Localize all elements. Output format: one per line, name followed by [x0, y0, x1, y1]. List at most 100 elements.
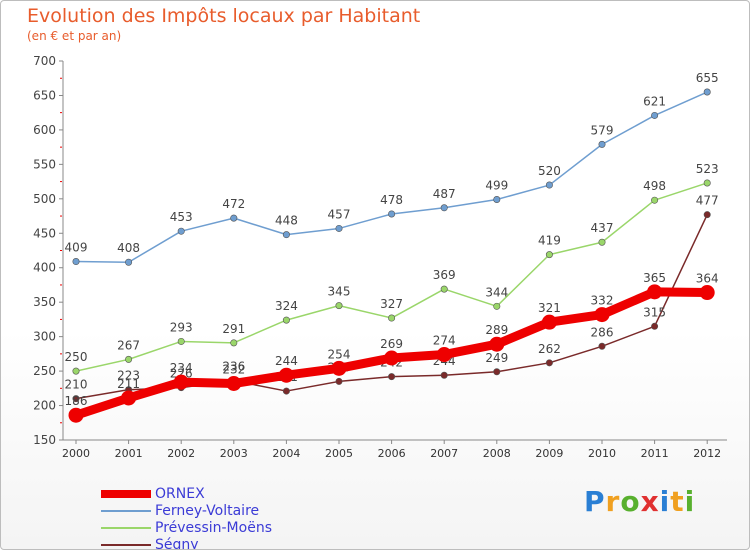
data-point	[594, 307, 610, 323]
data-point	[177, 337, 185, 345]
data-label: 232	[222, 362, 245, 376]
data-label: 315	[643, 305, 666, 319]
data-point	[545, 359, 553, 367]
x-tick-label: 2012	[693, 447, 721, 460]
y-tick-label: 450	[33, 226, 56, 240]
legend-label: Prévessin-Moëns	[155, 520, 272, 536]
data-label: 520	[538, 164, 561, 178]
data-point	[545, 181, 553, 189]
data-point	[335, 302, 343, 310]
x-tick-label: 2001	[115, 447, 143, 460]
x-tick-label: 2003	[220, 447, 248, 460]
y-tick-label: 400	[33, 261, 56, 275]
data-point	[335, 224, 343, 232]
legend-swatch	[101, 490, 151, 498]
data-point	[651, 196, 659, 204]
data-label: 293	[170, 320, 193, 334]
data-point	[125, 258, 133, 266]
data-point	[436, 347, 452, 363]
data-point	[177, 227, 185, 235]
data-point	[331, 360, 347, 376]
data-label: 254	[328, 347, 351, 361]
data-label: 344	[485, 285, 508, 299]
data-label: 345	[328, 285, 351, 299]
data-label: 365	[643, 271, 666, 285]
y-tick-label: 250	[33, 364, 56, 378]
data-label: 324	[275, 299, 298, 313]
data-label: 487	[433, 187, 456, 201]
data-label: 655	[696, 71, 719, 85]
x-tick-label: 2010	[588, 447, 616, 460]
x-tick-label: 2002	[167, 447, 195, 460]
chart-title: Evolution des Impôts locaux par Habitant	[27, 5, 421, 27]
data-label: 419	[538, 234, 561, 248]
data-label: 267	[117, 338, 140, 352]
data-point	[440, 371, 448, 379]
data-point	[598, 140, 606, 148]
data-label: 291	[222, 322, 245, 336]
data-point	[230, 339, 238, 347]
data-label: 234	[170, 361, 193, 375]
y-tick-label: 700	[33, 54, 56, 68]
data-label: 223	[117, 369, 140, 383]
data-label: 472	[222, 197, 245, 211]
x-tick-label: 2005	[325, 447, 353, 460]
data-label: 448	[275, 214, 298, 228]
data-point	[703, 88, 711, 96]
data-label: 249	[485, 351, 508, 365]
data-label: 523	[696, 162, 719, 176]
data-point	[545, 251, 553, 259]
data-label: 289	[485, 323, 508, 337]
logo-letter: i	[659, 485, 671, 518]
data-point	[651, 111, 659, 119]
data-point	[68, 407, 84, 423]
logo-letter: x	[640, 485, 660, 518]
x-tick-label: 2006	[378, 447, 406, 460]
data-point	[541, 314, 557, 330]
logo-letter: t	[670, 485, 685, 518]
data-point	[121, 390, 137, 406]
data-point	[282, 387, 290, 395]
data-point	[699, 285, 715, 301]
x-tick-label: 2007	[430, 447, 458, 460]
data-label: 409	[65, 241, 88, 255]
x-tick-label: 2011	[641, 447, 669, 460]
data-point	[125, 355, 133, 363]
data-point	[440, 204, 448, 212]
series-line	[75, 91, 708, 263]
data-label: 211	[117, 377, 140, 391]
y-tick-label: 500	[33, 192, 56, 206]
logo-letter: r	[605, 485, 621, 518]
data-label: 236	[222, 360, 245, 374]
x-tick-label: 2009	[535, 447, 563, 460]
data-point	[388, 314, 396, 322]
data-label: 437	[591, 221, 614, 235]
data-label: 327	[380, 297, 403, 311]
data-point	[493, 196, 501, 204]
data-point	[388, 210, 396, 218]
y-tick-label: 200	[33, 399, 56, 413]
x-tick-label: 2000	[62, 447, 90, 460]
legend-label: Ferney-Voltaire	[155, 503, 260, 519]
y-tick-label: 650	[33, 88, 56, 102]
logo-letter: o	[620, 485, 641, 518]
data-label: 262	[538, 342, 561, 356]
chart-subtitle: (en € et par an)	[27, 29, 122, 43]
data-label: 274	[433, 334, 456, 348]
x-tick-label: 2004	[272, 447, 300, 460]
data-label: 499	[485, 179, 508, 193]
y-tick-label: 150	[33, 433, 56, 447]
data-point	[335, 377, 343, 385]
data-label: 477	[696, 194, 719, 208]
y-tick-label: 600	[33, 123, 56, 137]
legend-label: ORNEX	[155, 486, 205, 502]
legend-label: Ségny	[155, 537, 199, 550]
data-point	[230, 214, 238, 222]
data-label: 498	[643, 179, 666, 193]
data-label: 621	[643, 94, 666, 108]
data-point	[388, 373, 396, 381]
data-point	[282, 231, 290, 239]
data-label: 250	[65, 350, 88, 364]
data-label: 408	[117, 241, 140, 255]
